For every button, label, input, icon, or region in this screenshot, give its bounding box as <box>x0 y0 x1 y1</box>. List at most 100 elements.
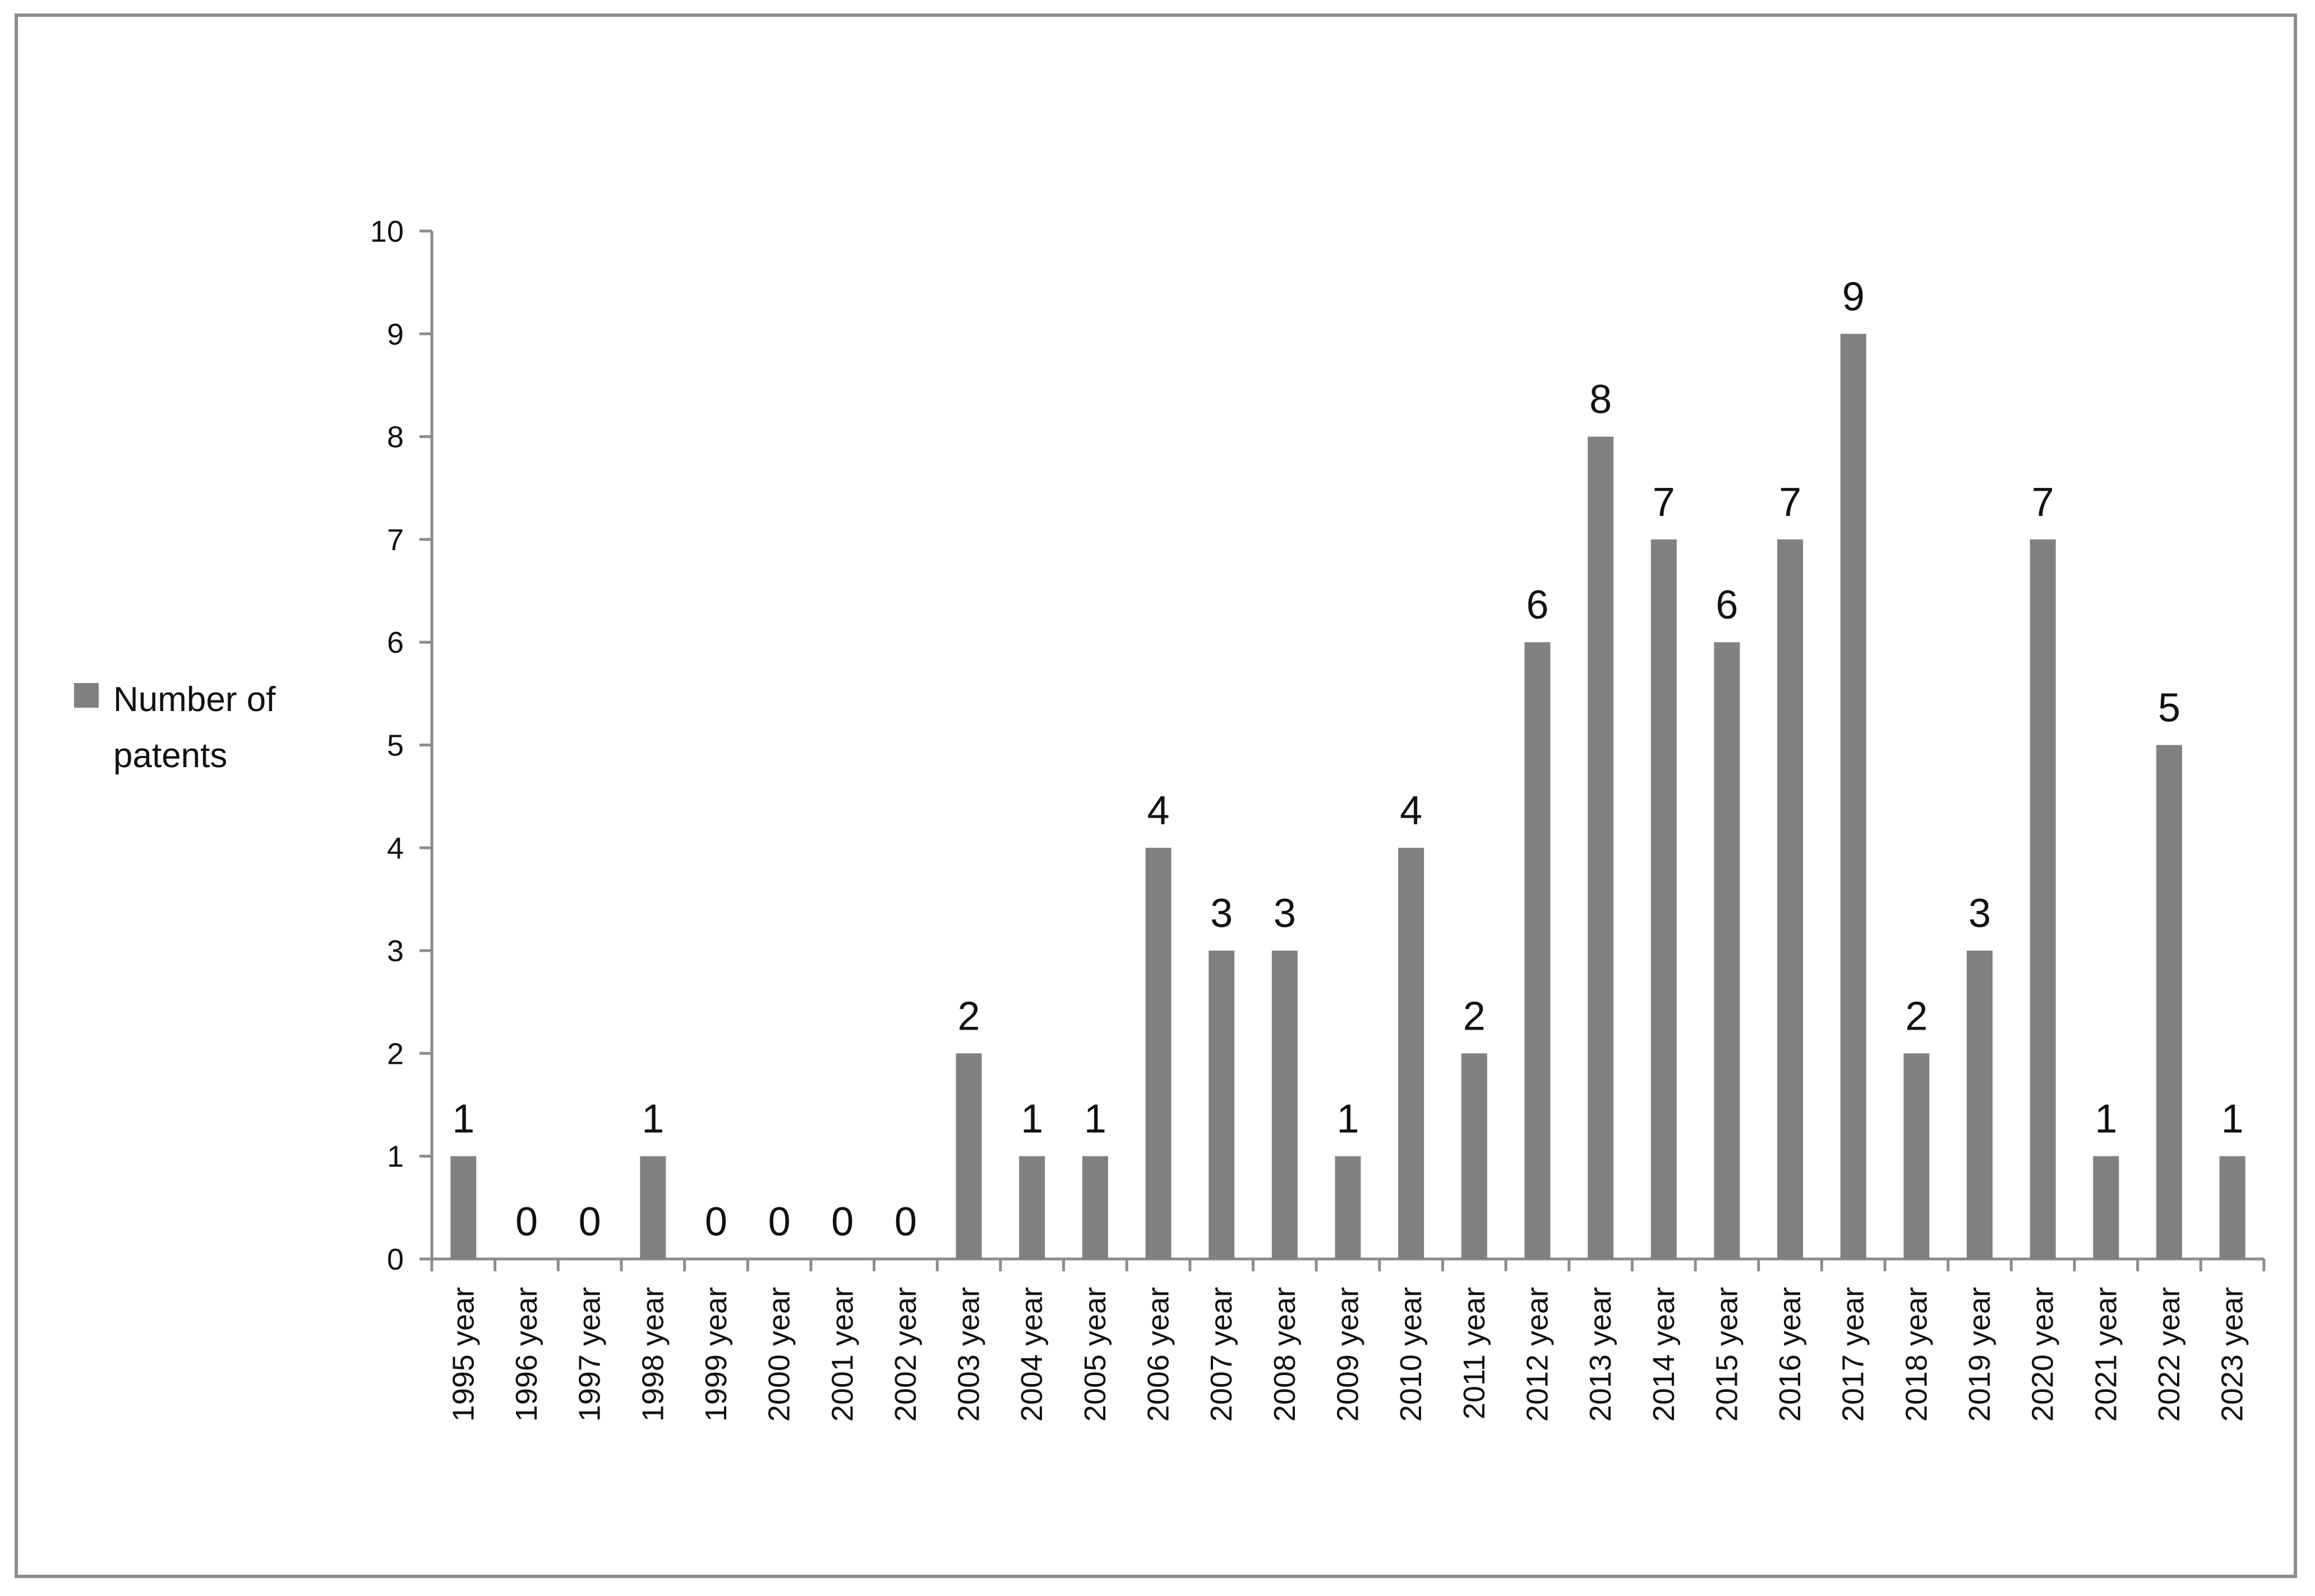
bar <box>1398 847 1424 1259</box>
y-axis: 0 1 2 3 4 5 6 7 8 9 10 <box>370 215 434 1276</box>
bar <box>1777 539 1804 1259</box>
bar <box>1650 539 1677 1259</box>
x-category-label: 2001 year <box>826 1287 859 1422</box>
bar <box>2093 1156 2119 1259</box>
x-category-label: 2018 year <box>1899 1287 1933 1422</box>
bar <box>1588 436 1614 1259</box>
x-category-label: 2008 year <box>1268 1287 1302 1422</box>
x-category-label: 2004 year <box>1015 1287 1049 1422</box>
x-category-label: 2007 year <box>1205 1287 1238 1422</box>
x-category-label: 2006 year <box>1142 1287 1175 1422</box>
x-category-label: 2023 year <box>2216 1287 2249 1422</box>
x-category-label: 1999 year <box>699 1287 733 1422</box>
x-category-label: 2017 year <box>1837 1287 1870 1422</box>
bar <box>1019 1156 1045 1259</box>
bar <box>1903 1053 1930 1259</box>
y-tick-label: 8 <box>387 421 404 454</box>
y-tick-label: 7 <box>387 523 404 557</box>
bar <box>1209 951 1235 1259</box>
data-label: 5 <box>2158 686 2180 731</box>
bar <box>450 1156 477 1259</box>
data-label: 1 <box>2095 1097 2117 1142</box>
x-category-label: 2002 year <box>889 1287 923 1422</box>
x-category-label: 2009 year <box>1331 1287 1365 1422</box>
bar <box>956 1053 982 1259</box>
bar <box>1271 951 1298 1259</box>
x-category-label: 2000 year <box>763 1287 796 1422</box>
data-label: 0 <box>894 1200 917 1244</box>
x-category-label: 2019 year <box>1963 1287 1996 1422</box>
bar <box>2156 745 2183 1259</box>
x-category-label: 1997 year <box>573 1287 607 1422</box>
x-category-label: 2005 year <box>1078 1287 1112 1422</box>
y-tick-label: 6 <box>387 626 404 659</box>
x-axis <box>430 1257 2266 1271</box>
data-label: 1 <box>1336 1097 1359 1142</box>
y-tick-label: 3 <box>387 934 404 968</box>
legend-label-line-2: patents <box>113 736 227 775</box>
data-label: 0 <box>515 1200 538 1244</box>
data-label: 1 <box>452 1097 474 1142</box>
data-label: 6 <box>1716 583 1738 628</box>
data-label: 1 <box>642 1097 664 1142</box>
y-tick-label: 5 <box>387 729 404 763</box>
bar <box>1335 1156 1361 1259</box>
y-tick-label: 10 <box>370 215 404 248</box>
data-label: 0 <box>768 1200 791 1244</box>
bar <box>1145 847 1172 1259</box>
bar <box>1714 642 1740 1259</box>
legend-swatch <box>74 683 99 708</box>
x-category-label: 2010 year <box>1394 1287 1428 1422</box>
data-label: 7 <box>2032 480 2054 525</box>
data-label: 3 <box>1274 891 1296 936</box>
bar <box>1461 1053 1487 1259</box>
x-category-label: 1998 year <box>636 1287 670 1422</box>
bar <box>1082 1156 1108 1259</box>
data-label: 8 <box>1589 377 1612 422</box>
data-label: 4 <box>1400 788 1422 833</box>
x-category-label: 2003 year <box>952 1287 986 1422</box>
data-label: 1 <box>1084 1097 1106 1142</box>
data-label: 1 <box>1021 1097 1043 1142</box>
data-label: 7 <box>1779 480 1801 525</box>
x-category-label: 2021 year <box>2089 1287 2123 1422</box>
x-category-label: 2014 year <box>1647 1287 1681 1422</box>
x-category-label: 2016 year <box>1773 1287 1807 1422</box>
bar <box>640 1156 666 1259</box>
chart-frame <box>15 13 2297 1578</box>
bar <box>1524 642 1551 1259</box>
data-label: 7 <box>1653 480 1675 525</box>
category-labels: 1995 year 1996 year 1997 year 1998 year 1999… <box>446 1287 2249 1422</box>
data-label: 3 <box>1968 891 1991 936</box>
x-category-label: 2012 year <box>1520 1287 1554 1422</box>
y-tick-label: 4 <box>387 832 404 865</box>
bar <box>2219 1156 2245 1259</box>
data-label: 3 <box>1210 891 1233 936</box>
data-label: 0 <box>705 1200 727 1244</box>
bars <box>450 334 2245 1259</box>
x-category-label: 1995 year <box>446 1287 480 1422</box>
y-tick-label: 1 <box>387 1140 404 1174</box>
data-label: 6 <box>1526 583 1548 628</box>
x-category-label: 2015 year <box>1710 1287 1744 1422</box>
data-label: 0 <box>579 1200 601 1244</box>
data-label: 2 <box>958 994 980 1039</box>
x-category-label: 2013 year <box>1584 1287 1617 1422</box>
bar <box>1967 951 1993 1259</box>
y-tick-label: 9 <box>387 317 404 351</box>
legend-label-line-1: Number of <box>113 680 276 719</box>
data-label: 2 <box>1463 994 1486 1039</box>
x-category-label: 2022 year <box>2152 1287 2186 1422</box>
bar <box>1840 334 1866 1259</box>
data-label: 4 <box>1147 788 1170 833</box>
data-label: 1 <box>2221 1097 2244 1142</box>
data-label: 0 <box>831 1200 854 1244</box>
y-tick-label: 2 <box>387 1037 404 1071</box>
y-tick-label: 0 <box>387 1243 404 1276</box>
legend: Number of patents <box>74 680 276 775</box>
bar <box>2030 539 2056 1259</box>
x-category-label: 2011 year <box>1458 1287 1491 1419</box>
data-label: 2 <box>1905 994 1927 1039</box>
